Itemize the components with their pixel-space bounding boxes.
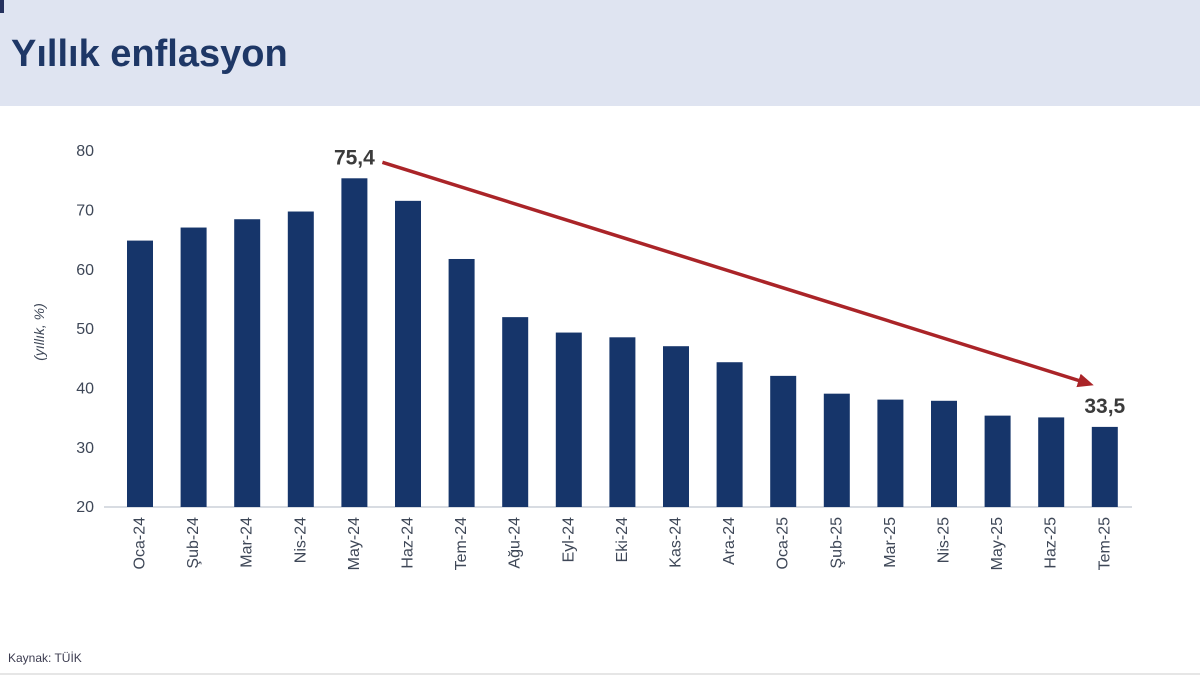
corner-notch: [0, 0, 4, 13]
y-tick-label: 20: [76, 499, 94, 516]
data-label-Tem-25: 33,5: [1084, 395, 1125, 418]
x-tick-label: Tem-24: [453, 517, 470, 570]
bar-Mar-24: [234, 219, 261, 507]
y-tick-label: 70: [76, 203, 94, 220]
bar-Şub-24: [180, 227, 207, 508]
bar-Kas-24: [663, 346, 689, 507]
bar-Oca-25: [770, 375, 797, 507]
bar-Eki-24: [609, 337, 636, 507]
page-title: Yıllık enflasyon: [11, 33, 288, 75]
x-tick-label: Mar-24: [239, 517, 256, 568]
x-tick-label: Eki-24: [614, 517, 631, 562]
x-tick-label: Ara-24: [721, 517, 738, 565]
x-tick-label: Haz-24: [400, 517, 417, 569]
y-tick-label: 40: [76, 381, 94, 398]
y-tick-label: 80: [76, 143, 94, 160]
x-tick-label: Kas-24: [668, 517, 685, 568]
bar-Ağu-24: [502, 317, 529, 507]
trend-arrow: [381, 160, 1094, 388]
bar-Şub-25: [823, 393, 850, 507]
x-tick-label: Oca-24: [132, 517, 149, 570]
bar-Haz-24: [395, 200, 421, 507]
bar-Ara-24: [716, 362, 743, 507]
x-tick-label: Nis-25: [936, 517, 953, 563]
x-tick-label: Ağu-24: [507, 517, 524, 569]
x-tick-label: Oca-25: [775, 517, 792, 570]
data-label-May-24: 75,4: [334, 146, 375, 169]
y-tick-label: 60: [76, 262, 94, 279]
bar-Mar-25: [877, 399, 904, 507]
header-band: Yıllık enflasyon: [0, 0, 1200, 106]
y-tick-label: 50: [76, 321, 94, 338]
bar-May-25: [984, 415, 1011, 507]
bar-Tem-25: [1091, 426, 1118, 507]
source-note: Kaynak: TÜİK: [8, 651, 82, 665]
bar-Nis-25: [931, 400, 957, 507]
y-axis-title: (yıllık, %): [31, 303, 47, 361]
y-tick-label: 30: [76, 440, 94, 457]
bar-May-24: [341, 178, 368, 507]
x-tick-label: Haz-25: [1043, 517, 1060, 569]
x-tick-label: May-24: [346, 517, 363, 570]
bar-Eyl-24: [555, 332, 582, 507]
x-tick-label: Eyl-24: [560, 517, 577, 562]
bar-Tem-24: [448, 258, 475, 507]
x-tick-label: Nis-24: [292, 517, 309, 563]
x-tick-label: Tem-25: [1096, 517, 1113, 570]
x-tick-label: Şub-24: [185, 517, 202, 569]
bar-Oca-24: [127, 240, 153, 508]
bar-Nis-24: [287, 211, 314, 507]
x-tick-label: May-25: [989, 517, 1006, 570]
bar-Haz-25: [1038, 417, 1065, 507]
x-tick-label: Şub-25: [828, 517, 845, 569]
x-tick-label: Mar-25: [882, 517, 899, 568]
